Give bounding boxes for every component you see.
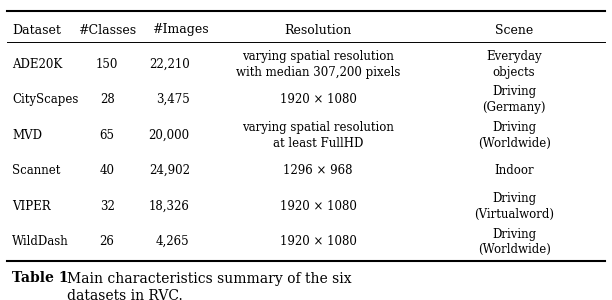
Text: varying spatial resolution
at least FullHD: varying spatial resolution at least Full…	[242, 121, 394, 149]
Text: #Classes: #Classes	[78, 23, 136, 37]
Text: Table 1: Table 1	[12, 272, 69, 286]
Text: 4,265: 4,265	[156, 235, 190, 248]
Text: 1920 × 1080: 1920 × 1080	[280, 200, 357, 213]
Text: 22,210: 22,210	[149, 58, 190, 71]
Text: Main characteristics summary of the six
datasets in RVC.: Main characteristics summary of the six …	[67, 272, 352, 300]
Text: Scannet: Scannet	[12, 164, 61, 177]
Text: 150: 150	[96, 58, 118, 71]
Text: Dataset: Dataset	[12, 23, 61, 37]
Text: 1920 × 1080: 1920 × 1080	[280, 93, 357, 106]
Text: Driving
(Virtualword): Driving (Virtualword)	[474, 192, 554, 220]
Text: WildDash: WildDash	[12, 235, 69, 248]
Text: Resolution: Resolution	[285, 23, 352, 37]
Text: Driving
(Germany): Driving (Germany)	[482, 85, 546, 114]
Text: Indoor: Indoor	[494, 164, 534, 177]
Text: 65: 65	[100, 129, 114, 142]
Text: #Images: #Images	[152, 23, 209, 37]
Text: Driving
(Worldwide): Driving (Worldwide)	[477, 121, 551, 149]
Text: 26: 26	[100, 235, 114, 248]
Text: CityScapes: CityScapes	[12, 93, 78, 106]
Text: 1296 × 968: 1296 × 968	[283, 164, 353, 177]
Text: 24,902: 24,902	[149, 164, 190, 177]
Text: 28: 28	[100, 93, 114, 106]
Text: MVD: MVD	[12, 129, 42, 142]
Text: 18,326: 18,326	[149, 200, 190, 213]
Text: Driving
(Worldwide): Driving (Worldwide)	[477, 227, 551, 256]
Text: 32: 32	[100, 200, 114, 213]
Text: Scene: Scene	[495, 23, 533, 37]
Text: Everyday
objects: Everyday objects	[487, 50, 542, 79]
Text: 3,475: 3,475	[156, 93, 190, 106]
Text: VIPER: VIPER	[12, 200, 51, 213]
Text: 40: 40	[100, 164, 114, 177]
Text: ADE20K: ADE20K	[12, 58, 62, 71]
Text: 20,000: 20,000	[149, 129, 190, 142]
Text: varying spatial resolution
with median 307,200 pixels: varying spatial resolution with median 3…	[236, 50, 400, 79]
Text: 1920 × 1080: 1920 × 1080	[280, 235, 357, 248]
